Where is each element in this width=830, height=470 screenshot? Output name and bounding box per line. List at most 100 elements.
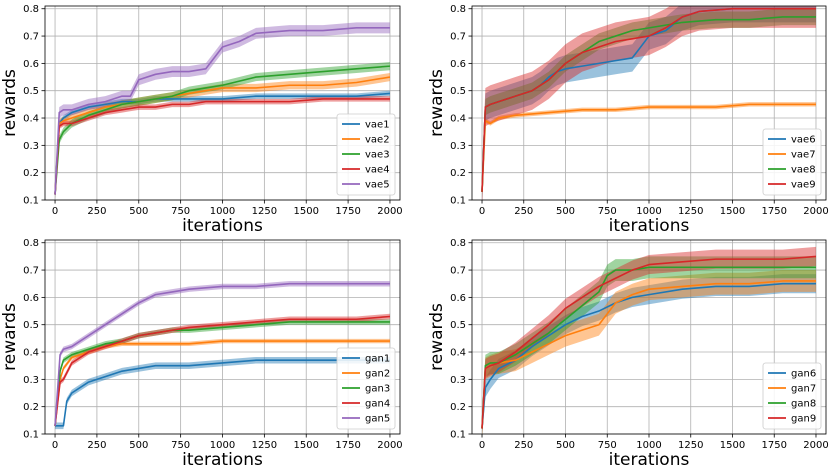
y-tick-label: 0.3	[450, 375, 466, 386]
y-tick-label: 0.8	[23, 4, 39, 15]
chart-panel-3: 0 250 500 750 1000 1250 1500 1750 2000 0.1 0.2 0.3 0…	[0, 238, 403, 470]
legend-label-gan7: gan7	[791, 384, 816, 395]
chart-panel-2: 0 250 500 750 1000 1250 1500 1750 2000 0.1 0.2 0.3 0…	[427, 4, 829, 236]
y-tick-label: 0.1	[23, 196, 39, 207]
y-tick-label: 0.3	[450, 141, 466, 152]
legend-label-vae8: vae8	[791, 165, 816, 176]
series-line-gan4	[54, 315, 391, 426]
y-axis-label: rewards	[427, 69, 447, 137]
y-tick-label: 0.7	[450, 32, 466, 43]
plot-area	[54, 280, 391, 430]
series-line-vae5	[54, 27, 390, 195]
y-axis-label: rewards	[427, 303, 447, 371]
x-tick-label: 0	[52, 440, 58, 451]
series-band-vae6	[482, 6, 816, 200]
legend: vae1 vae2 vae3 vae4 vae5	[336, 113, 396, 196]
x-tick-label: 1250	[252, 440, 277, 451]
x-tick-label: 250	[514, 440, 533, 451]
legend-box	[762, 362, 822, 430]
y-tick-label: 0.5	[23, 86, 39, 97]
x-tick-label: 1500	[720, 440, 745, 451]
x-tick-label: 1000	[636, 206, 661, 217]
plot-area	[481, 6, 816, 200]
x-tick-label: 1750	[762, 440, 787, 451]
series-line-vae7	[481, 103, 816, 192]
y-tick-label: 0.3	[23, 141, 39, 152]
x-tick-label: 1750	[335, 440, 360, 451]
y-tick-label: 0.2	[23, 402, 39, 413]
x-tick-label: 0	[52, 206, 58, 217]
x-tick-label: 0	[479, 206, 485, 217]
x-tick-label: 1750	[335, 206, 360, 217]
series-band-gan7	[482, 270, 816, 434]
y-tick-label: 0.7	[23, 266, 39, 277]
legend-label-vae2: vae2	[365, 135, 390, 146]
series-line-vae9	[481, 7, 816, 192]
y-tick-label: 0.6	[450, 293, 466, 304]
legend-label-gan2: gan2	[365, 369, 390, 380]
series-line-gan5	[54, 282, 390, 426]
y-tick-label: 0.2	[450, 402, 466, 413]
y-tick-label: 0.2	[450, 168, 466, 179]
x-tick-label: 1000	[210, 440, 235, 451]
x-tick-label: 1500	[293, 206, 318, 217]
series-line-gan1	[55, 359, 390, 427]
legend-box	[336, 347, 396, 430]
series-band-vae2	[55, 72, 390, 199]
series-line-gan2	[54, 340, 390, 426]
chart-panel-1: 0 250 500 750 1000 1250 1500 1750 2000 0.1 0.2 0.3 0…	[0, 4, 403, 236]
x-axis-label: iterations	[609, 450, 690, 470]
y-tick-label: 0.1	[450, 430, 466, 441]
x-tick-label: 1500	[293, 440, 318, 451]
legend-label-gan1: gan1	[365, 354, 390, 365]
x-tick-label: 750	[171, 206, 190, 217]
x-tick-label: 1750	[762, 206, 787, 217]
x-tick-label: 500	[556, 206, 575, 217]
plot-area	[481, 246, 817, 434]
y-tick-label: 0.1	[23, 430, 39, 441]
x-tick-label: 750	[171, 440, 190, 451]
y-tick-label: 0.8	[450, 238, 466, 249]
x-tick-label: 1250	[678, 440, 703, 451]
x-tick-label: 750	[598, 206, 617, 217]
legend-label-vae5: vae5	[365, 180, 390, 191]
chart-panel-4: 0 250 500 750 1000 1250 1500 1750 2000 0.1 0.2 0.3 0…	[427, 238, 829, 470]
y-tick-label: 0.4	[450, 114, 466, 125]
series-band-gan8	[482, 256, 816, 434]
x-tick-label: 250	[87, 440, 106, 451]
series-line-vae4	[54, 98, 390, 195]
y-tick-label: 0.6	[23, 59, 39, 70]
series-band-gan9	[482, 246, 816, 434]
x-tick-label: 1250	[678, 206, 703, 217]
series-line-gan9	[481, 255, 817, 429]
x-tick-label: 500	[129, 440, 148, 451]
legend-label-gan9: gan9	[791, 414, 816, 425]
legend: vae6 vae7 vae8 vae9	[762, 128, 822, 196]
x-tick-label: 250	[87, 206, 106, 217]
legend-label-vae3: vae3	[365, 150, 390, 161]
y-tick-label: 0.1	[450, 196, 466, 207]
y-tick-label: 0.3	[23, 375, 39, 386]
legend-label-vae6: vae6	[791, 135, 816, 146]
y-tick-label: 0.2	[23, 168, 39, 179]
legend-label-vae1: vae1	[365, 120, 390, 131]
x-tick-label: 1000	[210, 206, 235, 217]
y-tick-label: 0.8	[450, 4, 466, 15]
y-tick-label: 0.5	[450, 86, 466, 97]
y-tick-label: 0.6	[23, 293, 39, 304]
y-axis-label: rewards	[0, 69, 20, 137]
series-band-gan6	[482, 274, 816, 434]
y-tick-label: 0.6	[450, 59, 466, 70]
legend-label-gan4: gan4	[365, 399, 390, 410]
plot-area	[54, 22, 391, 200]
y-axis-label: rewards	[0, 303, 20, 371]
y-tick-label: 0.5	[450, 320, 466, 331]
x-tick-label: 2000	[803, 206, 828, 217]
series-line-vae3	[54, 65, 391, 195]
legend-label-vae4: vae4	[365, 165, 390, 176]
legend-box	[762, 128, 822, 196]
legend-label-gan3: gan3	[365, 384, 390, 395]
x-tick-label: 250	[514, 206, 533, 217]
series-band-vae9	[482, 6, 816, 200]
y-tick-label: 0.4	[23, 348, 39, 359]
